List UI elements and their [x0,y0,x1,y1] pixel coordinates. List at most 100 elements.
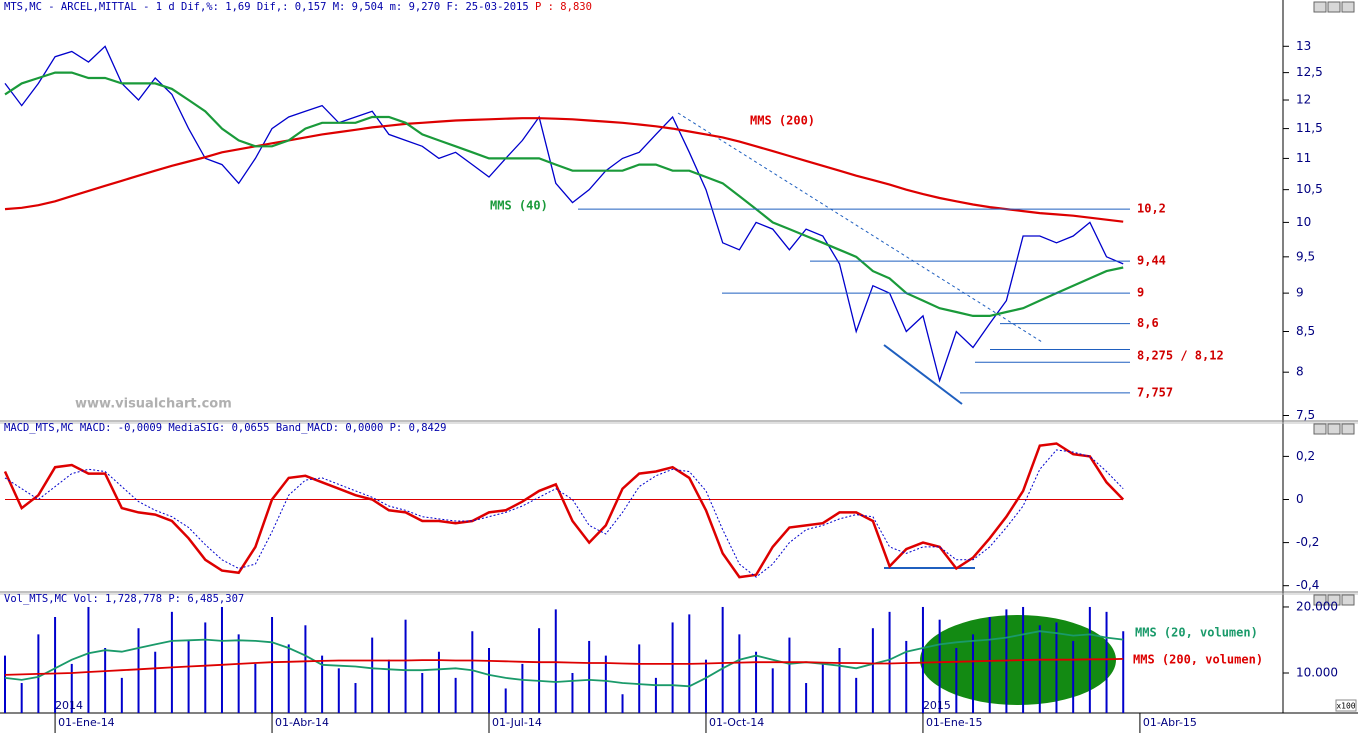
maximize-button[interactable] [1327,594,1341,606]
volume-bar [654,677,657,713]
volume-bar [554,609,557,713]
volume-bar [287,644,290,713]
volume-bar [1038,625,1041,713]
volume-bar [354,683,357,713]
volume-bar [821,663,824,713]
minimize-button[interactable] [1313,423,1327,435]
volume-bar [521,663,524,713]
volume-bar [1055,622,1058,713]
y-tick-label: 11 [1296,151,1311,165]
volume-bar [104,647,107,713]
volume-bar [988,617,991,713]
x-tick-label: 01-Ene-14 [58,716,115,729]
series-label: MMS (40) [490,199,548,213]
volume-bar [1122,631,1125,713]
price-line [4,45,1124,383]
volume-bar [54,617,57,713]
price-line [3,442,1125,579]
volume-bar [855,677,858,713]
volume-header: Vol_MTS,MC Vol: 1,728,778 P: 6,485,307 [4,593,244,605]
volume-bar [304,625,307,713]
y-tick-label: 0,2 [1296,449,1315,463]
volume-bar [404,619,407,713]
y-tick-label: 10 [1296,215,1311,229]
volume-bar [454,677,457,713]
volume-bar [721,606,724,713]
trend-line [883,344,963,405]
volume-bar [604,655,607,713]
window-controls[interactable] [1313,1,1355,606]
y-tick-label: 11,5 [1296,121,1323,135]
volume-bar [771,668,774,713]
volume-bar [921,606,924,713]
y-tick-label: 9,5 [1296,249,1315,263]
volume-bar [271,617,274,713]
series-line [4,658,1124,676]
x-tick-label: 01-Ene-15 [926,716,983,729]
volume-bar [471,631,474,713]
x-tick-label: 01-Abr-15 [1143,716,1197,729]
series-line [4,449,1124,578]
series-label: MMS (20, volumen) [1135,626,1258,640]
close-button[interactable] [1341,594,1355,606]
series-line [4,71,1124,317]
volume-bar [187,640,190,713]
y-tick-label: 13 [1296,39,1311,53]
volume-bar [588,640,591,713]
volume-bar [704,659,707,713]
minimize-button[interactable] [1313,594,1327,606]
volume-bar [805,683,808,713]
volume-bar [788,637,791,713]
volume-bar [938,619,941,713]
unit-label: x100 [1336,702,1355,711]
volume-bar [905,640,908,713]
y-tick-label: 12,5 [1296,65,1323,79]
maximize-button[interactable] [1327,1,1341,13]
x-tick-label: 01-Jul-14 [492,716,542,729]
header-text: MTS,MC - ARCEL,MITTAL - 1 d Dif,%: 1,69 … [4,1,529,13]
volume-bar [972,634,975,713]
volume-bar [888,611,891,713]
price-header: MTS,MC - ARCEL,MITTAL - 1 d Dif,%: 1,69 … [4,1,592,13]
volume-bar [738,634,741,713]
volume-bar [4,655,6,713]
series-label: MMS (200, volumen) [1133,653,1263,667]
watermark: www.visualchart.com [75,397,232,412]
header-price: P : 8,830 [535,1,592,13]
maximize-button[interactable] [1327,423,1341,435]
volume-bar [321,655,324,713]
volume-bar [70,663,73,713]
volume-bar [621,694,624,713]
volume-bar [120,677,123,713]
volume-bar [170,611,173,713]
volume-bar [571,672,574,713]
close-button[interactable] [1341,423,1355,435]
close-button[interactable] [1341,1,1355,13]
volume-bar [337,668,340,713]
volume-bar [488,647,491,713]
volume-bar [87,606,90,713]
level-label: 9 [1137,286,1144,300]
volume-bar [838,647,841,713]
y-tick-label: 8,5 [1296,324,1315,338]
volume-bar [254,663,257,713]
volume-bar [204,622,207,713]
year-label: 2015 [923,699,951,712]
volume-bar [220,606,223,713]
y-tick-label: 9 [1296,286,1304,300]
minimize-button[interactable] [1313,1,1327,13]
level-label: 9,44 [1137,254,1166,268]
y-tick-label: 0 [1296,492,1304,506]
volume-bar [237,634,240,713]
volume-bar [955,647,958,713]
y-tick-label: 10,5 [1296,182,1323,196]
x-tick-label: 01-Abr-14 [275,716,329,729]
series-line [4,117,1124,223]
volume-bar [538,628,541,713]
y-tick-label: -0,4 [1296,578,1319,592]
macd-header: MACD_MTS,MC MACD: -0,0009 MediaSIG: 0,06… [4,422,447,434]
series-line [4,630,1124,688]
year-label: 2014 [55,699,83,712]
